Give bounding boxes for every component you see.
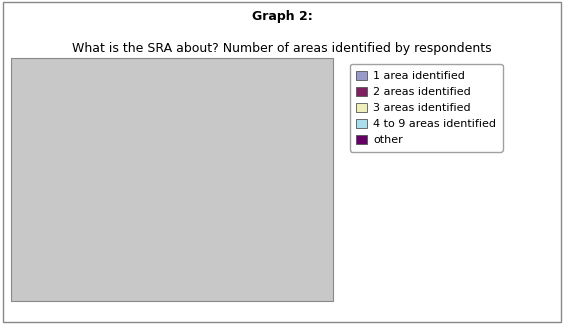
Text: 17%: 17% [70, 141, 95, 151]
Wedge shape [99, 178, 172, 243]
Text: Graph 2:: Graph 2: [252, 10, 312, 23]
Text: 37%: 37% [246, 135, 271, 145]
Text: 11%: 11% [127, 84, 152, 94]
Text: 14%: 14% [83, 229, 108, 239]
Text: What is the SRA about? Number of areas identified by respondents: What is the SRA about? Number of areas i… [72, 42, 492, 55]
Wedge shape [136, 178, 226, 252]
Legend: 1 area identified, 2 areas identified, 3 areas identified, 4 to 9 areas identifi: 1 area identified, 2 areas identified, 3… [350, 64, 503, 152]
Text: 21%: 21% [174, 267, 199, 277]
Wedge shape [125, 104, 172, 178]
Wedge shape [172, 104, 246, 229]
Wedge shape [98, 121, 172, 192]
